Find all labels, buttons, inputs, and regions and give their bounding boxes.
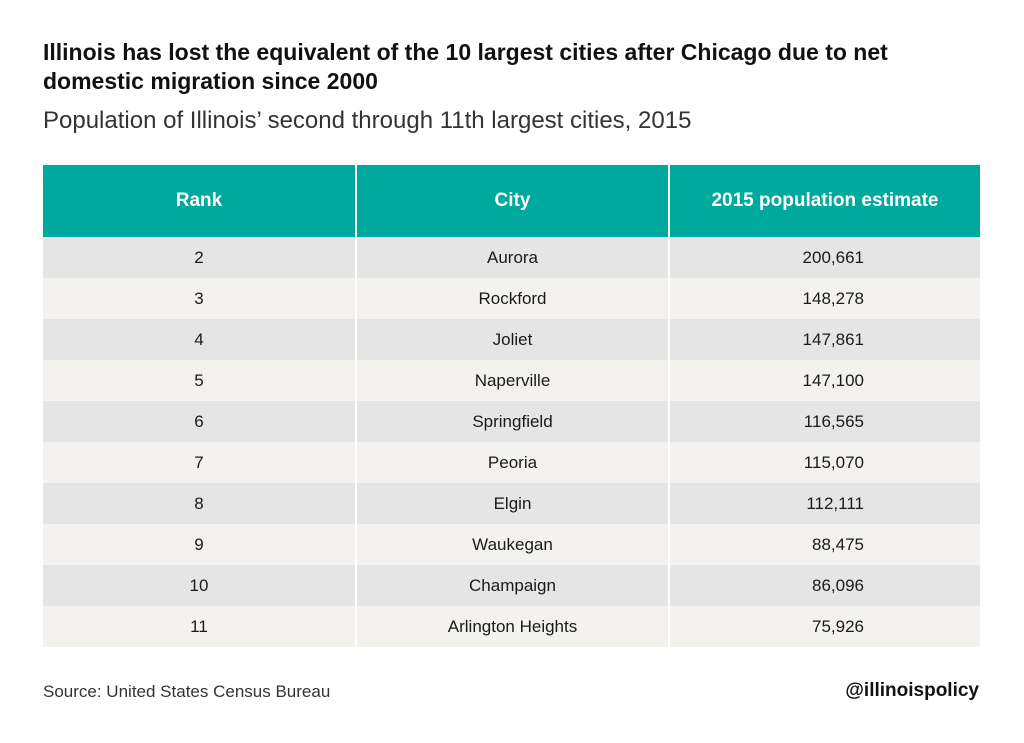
- chart-subtitle: Population of Illinois’ second through 1…: [43, 107, 692, 134]
- cell-rank: 7: [194, 452, 204, 472]
- column-header-rank: Rank: [175, 190, 223, 211]
- cell-rank: 6: [194, 411, 204, 431]
- cell-rank: 9: [194, 534, 204, 554]
- cell-population: 115,070: [668, 442, 980, 483]
- cell-population: 148,278: [668, 278, 980, 319]
- table-row: 9 Waukegan 88,475: [43, 524, 980, 565]
- chart-title: Illinois has lost the equivalent of the …: [43, 39, 888, 94]
- cell-population: 116,565: [668, 401, 980, 442]
- cell-city: Champaign: [355, 565, 668, 606]
- cell-city: Arlington Heights: [355, 606, 668, 647]
- cell-city: Joliet: [355, 319, 668, 360]
- cell-city: Naperville: [355, 360, 668, 401]
- cell-rank: 8: [194, 493, 204, 513]
- cell-rank: 3: [194, 288, 204, 308]
- table-body: 2 Aurora 200,661 3 Rockford 148,278 4 Joliet 147…: [43, 237, 980, 647]
- table-row: 5 Naperville 147,100: [43, 360, 980, 401]
- cell-rank: 2: [194, 247, 204, 267]
- cell-population: 200,661: [668, 237, 980, 278]
- cell-rank: 5: [194, 370, 204, 390]
- table-row: 2 Aurora 200,661: [43, 237, 980, 278]
- column-header-city: City: [355, 165, 668, 237]
- cell-city: Springfield: [355, 401, 668, 442]
- table-row: 3 Rockford 148,278: [43, 278, 980, 319]
- cell-population: 112,111: [668, 483, 980, 524]
- table-row: 11 Arlington Heights 75,926: [43, 606, 980, 647]
- table-row: 4 Joliet 147,861: [43, 319, 980, 360]
- cell-population: 88,475: [668, 524, 980, 565]
- cell-city: Elgin: [355, 483, 668, 524]
- cell-rank: 4: [194, 329, 204, 349]
- table-header: Rank City 2015 population estimate: [43, 165, 980, 237]
- cell-city: Waukegan: [355, 524, 668, 565]
- cell-city: Peoria: [355, 442, 668, 483]
- cell-rank: 11: [190, 616, 208, 636]
- table-row: 10 Champaign 86,096: [43, 565, 980, 606]
- cell-city: Aurora: [355, 237, 668, 278]
- source-note: Source: United States Census Bureau: [43, 682, 331, 701]
- cell-population: 147,100: [668, 360, 980, 401]
- cell-population: 86,096: [668, 565, 980, 606]
- table-row: 8 Elgin 112,111: [43, 483, 980, 524]
- brand-handle: @illinoispolicy: [845, 680, 979, 701]
- population-table: Rank City 2015 population estimate 2 Auro…: [43, 165, 980, 647]
- table-row: 7 Peoria 115,070: [43, 442, 980, 483]
- cell-population: 75,926: [668, 606, 980, 647]
- cell-rank: 10: [189, 575, 209, 595]
- column-header-population: 2015 population estimate: [668, 165, 980, 237]
- cell-city: Rockford: [355, 278, 668, 319]
- table-row: 6 Springfield 116,565: [43, 401, 980, 442]
- cell-population: 147,861: [668, 319, 980, 360]
